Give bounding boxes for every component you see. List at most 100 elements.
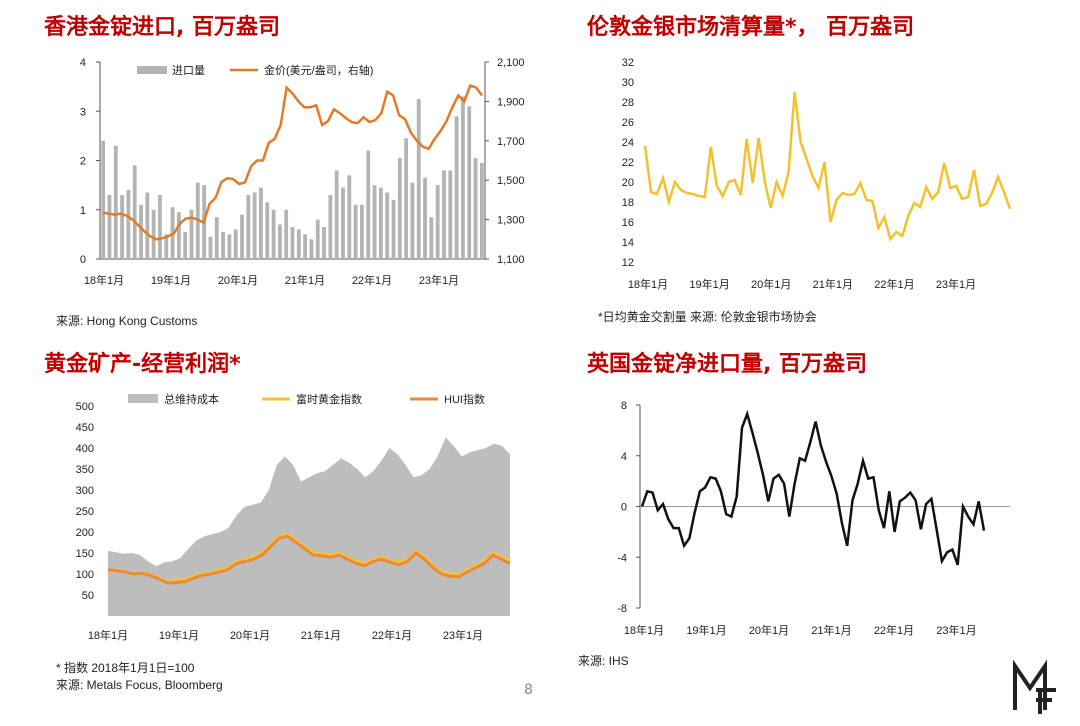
london-x-tick-label: 21年1月	[813, 277, 853, 291]
miners-y-tick-label: 300	[76, 485, 94, 497]
london-source-note: *日均黄金交割量 来源: 伦敦金银市场协会	[598, 310, 817, 324]
hk-import-bar	[139, 204, 143, 259]
hk-import-bar	[183, 231, 188, 259]
miners-y-tick-label: 50	[82, 590, 94, 602]
london-y-tick-label: 12	[622, 257, 634, 269]
page-number: 8	[524, 682, 533, 698]
london-x-tick-label: 22年1月	[874, 277, 914, 291]
hk-import-bar	[423, 177, 427, 259]
hk-import-bar	[442, 170, 446, 259]
miners-y-tick-label: 250	[76, 506, 94, 518]
uk-net-imports-line	[640, 409, 986, 566]
hk-import-bar	[132, 165, 137, 259]
london-clearing-title: 伦敦金银市场清算量*， 百万盎司	[587, 15, 915, 40]
hk-import-bar	[240, 214, 244, 259]
hk-import-bar	[473, 158, 478, 259]
hk-import-bar	[277, 224, 282, 259]
hk-import-bar	[145, 192, 150, 259]
hk-import-bar	[454, 116, 459, 259]
hk-import-bar	[328, 194, 333, 259]
london-y-tick-label: 32	[622, 57, 634, 69]
hk-import-bar	[259, 187, 263, 259]
hk-legend-bar-swatch	[137, 66, 167, 74]
hk-import-bar	[120, 194, 124, 259]
miners-source-note: 来源: Metals Focus, Bloomberg	[56, 678, 223, 692]
miners-x-tick-label: 19年1月	[159, 628, 199, 642]
mf-monogram-logo-icon	[1013, 660, 1056, 714]
miners-margin-title: 黄金矿产-经营利润*	[44, 352, 241, 377]
hk-import-bar	[164, 234, 169, 259]
miners-aisc-area	[108, 437, 510, 616]
hk-import-bar	[177, 212, 181, 259]
hk-import-bar	[410, 182, 415, 259]
london-y-tick-label: 22	[622, 157, 634, 169]
hk-import-bar	[353, 204, 358, 259]
hk-x-tick-label: 20年1月	[218, 273, 258, 287]
hk-left-tick-label: 2	[80, 156, 86, 168]
london-y-tick-label: 28	[622, 97, 634, 109]
hk-import-bar	[479, 162, 484, 259]
hk-source-note: 来源: Hong Kong Customs	[56, 314, 198, 328]
miners-y-tick-label: 150	[76, 548, 94, 560]
uk-y-tick-label: -4	[617, 552, 627, 564]
uk-y-tick-label: 8	[621, 400, 627, 412]
hk-import-bar	[347, 175, 352, 259]
hk-import-bar	[221, 231, 225, 259]
hk-import-bar	[271, 209, 276, 259]
miners-legend-gold-label: 富时黄金指数	[296, 392, 362, 406]
hk-import-bar	[360, 204, 364, 259]
hk-right-tick-label: 1,300	[497, 215, 525, 227]
hk-import-bar	[303, 234, 308, 259]
london-x-tick-label: 19年1月	[689, 277, 729, 291]
london-y-tick-label: 16	[622, 217, 634, 229]
miners-legend-area-label: 总维持成本	[164, 392, 219, 406]
hk-import-bar	[158, 194, 162, 259]
miners-y-tick-label: 400	[76, 443, 94, 455]
london-y-tick-label: 18	[622, 197, 634, 209]
hk-legend-line-label: 金价(美元/盎司，右轴)	[264, 63, 373, 77]
london-x-tick-label: 20年1月	[751, 277, 791, 291]
hk-import-bar	[309, 239, 314, 259]
miners-y-tick-label: 100	[76, 569, 94, 581]
hk-left-tick-label: 4	[80, 57, 86, 69]
hk-x-tick-label: 18年1月	[84, 273, 124, 287]
hk-import-bar	[429, 217, 434, 259]
london-y-tick-label: 20	[622, 177, 634, 189]
hk-import-bar	[385, 192, 390, 259]
hk-import-bar	[461, 96, 465, 259]
miners-x-tick-label: 22年1月	[372, 628, 412, 642]
hk-x-tick-label: 22年1月	[352, 273, 392, 287]
uk-y-tick-label: 4	[621, 451, 627, 463]
hk-import-bar	[391, 199, 396, 259]
hk-left-tick-label: 3	[80, 106, 86, 118]
hk-import-bar	[378, 187, 383, 259]
hk-import-bar	[126, 190, 131, 259]
uk-imports-title: 英国金锭净进口量, 百万盎司	[587, 352, 868, 377]
miners-x-tick-label: 21年1月	[301, 628, 341, 642]
hk-imports-title: 香港金锭进口, 百万盎司	[44, 15, 281, 40]
london-clearing-line	[643, 91, 1012, 242]
hk-import-bar	[113, 145, 118, 259]
uk-x-tick-label: 18年1月	[624, 623, 664, 637]
miners-x-tick-label: 20年1月	[230, 628, 270, 642]
miners-legend-area-swatch	[128, 394, 158, 403]
uk-x-tick-label: 23年1月	[936, 623, 976, 637]
hk-import-bar	[366, 150, 371, 259]
hk-import-bar	[341, 187, 345, 259]
hk-import-bar	[101, 140, 106, 259]
miners-x-tick-label: 23年1月	[443, 628, 483, 642]
london-y-tick-label: 24	[622, 137, 634, 149]
hk-import-bar	[233, 229, 238, 259]
london-y-tick-label: 30	[622, 77, 634, 89]
hk-left-tick-label: 0	[80, 254, 86, 266]
hk-legend-bar-label: 进口量	[172, 64, 205, 77]
hk-gold-price-line	[102, 84, 484, 241]
uk-x-tick-label: 19年1月	[686, 623, 726, 637]
hk-import-bar	[265, 202, 270, 259]
hk-import-bar	[322, 226, 326, 259]
hk-import-bar	[404, 138, 408, 259]
miners-x-tick-label: 18年1月	[88, 628, 128, 642]
